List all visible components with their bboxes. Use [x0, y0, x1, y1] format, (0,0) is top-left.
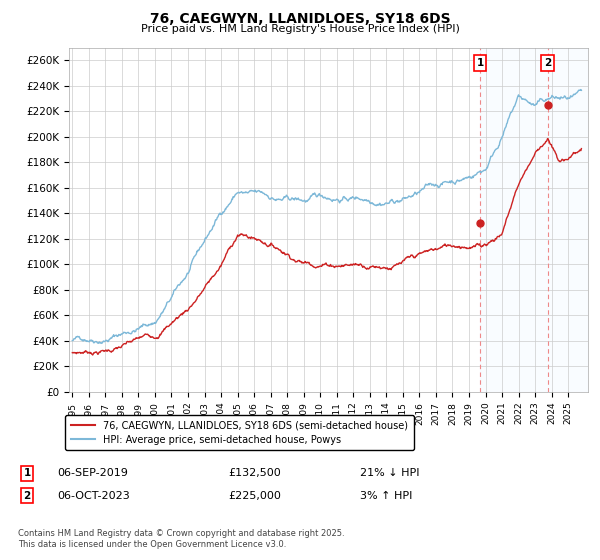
Text: Contains HM Land Registry data © Crown copyright and database right 2025.
This d: Contains HM Land Registry data © Crown c… — [18, 529, 344, 549]
Text: 76, CAEGWYN, LLANIDLOES, SY18 6DS: 76, CAEGWYN, LLANIDLOES, SY18 6DS — [149, 12, 451, 26]
Legend: 76, CAEGWYN, LLANIDLOES, SY18 6DS (semi-detached house), HPI: Average price, sem: 76, CAEGWYN, LLANIDLOES, SY18 6DS (semi-… — [65, 415, 413, 450]
Text: Price paid vs. HM Land Registry's House Price Index (HPI): Price paid vs. HM Land Registry's House … — [140, 24, 460, 34]
Text: 21% ↓ HPI: 21% ↓ HPI — [360, 468, 419, 478]
Text: 1: 1 — [476, 58, 484, 68]
Text: 2: 2 — [544, 58, 551, 68]
Text: 3% ↑ HPI: 3% ↑ HPI — [360, 491, 412, 501]
Bar — [480, 48, 588, 392]
Text: 2: 2 — [23, 491, 31, 501]
Text: £132,500: £132,500 — [228, 468, 281, 478]
Text: £225,000: £225,000 — [228, 491, 281, 501]
Text: 06-SEP-2019: 06-SEP-2019 — [57, 468, 128, 478]
Text: 1: 1 — [23, 468, 31, 478]
Text: 06-OCT-2023: 06-OCT-2023 — [57, 491, 130, 501]
